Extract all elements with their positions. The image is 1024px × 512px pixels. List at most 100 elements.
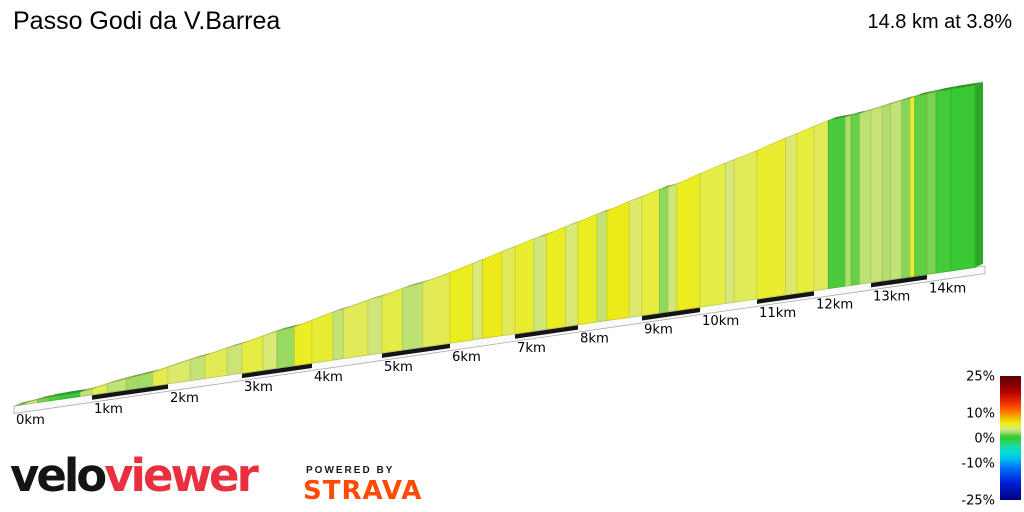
- profile-segment: [909, 95, 916, 278]
- profile-segment: [311, 311, 334, 364]
- profile-segment: [844, 115, 852, 287]
- profile-segment: [606, 200, 630, 321]
- profile-top-bevel: [914, 90, 935, 97]
- profile-segment: [733, 150, 758, 303]
- profile-end-cap: [975, 81, 983, 268]
- profile-segment: [796, 125, 815, 294]
- profile-top-bevel: [851, 110, 868, 116]
- x-tick-label: 5km: [384, 360, 413, 375]
- profile-top-bevel: [951, 81, 983, 90]
- profile-segment: [926, 91, 937, 275]
- legend-tick-label: 0%: [974, 432, 995, 447]
- legend-tick-label: 10%: [966, 407, 995, 422]
- x-tick-label: 0km: [16, 413, 45, 428]
- profile-segment: [813, 119, 829, 292]
- legend-tick-label: -25%: [961, 494, 995, 509]
- profile-segment: [449, 262, 474, 344]
- profile-segment: [870, 106, 883, 283]
- profile-top-bevel: [60, 388, 89, 396]
- profile-segment: [533, 234, 547, 332]
- profile-segment: [756, 137, 786, 300]
- x-tick-label: 13km: [873, 289, 910, 304]
- climb-summary: 14.8 km at 3.8%: [867, 11, 1012, 33]
- profile-segment: [482, 250, 503, 339]
- profile-segment: [628, 196, 643, 318]
- profile-segment: [91, 383, 108, 396]
- profile-segment: [676, 173, 701, 311]
- veloviewer-logo[interactable]: veloviewer: [10, 449, 259, 505]
- ruler-km-stripe: [382, 343, 450, 358]
- profile-top-bevel: [126, 368, 161, 379]
- x-tick-label: 9km: [644, 322, 673, 337]
- x-tick-label: 10km: [702, 314, 739, 329]
- x-tick-label: 12km: [816, 298, 853, 313]
- profile-segment: [596, 210, 608, 323]
- profile-top-bevel: [828, 113, 854, 121]
- profile-segment: [950, 84, 976, 272]
- profile-segment: [422, 272, 451, 348]
- profile-segment: [577, 213, 598, 326]
- profile-segment: [699, 162, 727, 308]
- profile-segment: [152, 366, 169, 387]
- profile-segment: [501, 246, 516, 337]
- profile-segment: [241, 335, 264, 374]
- profile-segment: [167, 359, 191, 385]
- profile-segment: [565, 221, 579, 327]
- x-tick-label: 6km: [452, 350, 481, 365]
- profile-top-bevel: [37, 393, 58, 400]
- ruler-km-stripe: [515, 325, 578, 339]
- ruler-km-stripe: [757, 291, 814, 304]
- profile-top-bevel: [277, 323, 303, 332]
- x-tick-label: 3km: [244, 380, 273, 395]
- profile-segment: [667, 183, 678, 313]
- profile-top-bevel: [901, 94, 919, 101]
- profile-segment: [935, 88, 952, 274]
- profile-segment: [881, 103, 891, 282]
- ruler-km-stripe: [92, 384, 168, 400]
- profile-segment: [659, 186, 669, 314]
- strava-logo[interactable]: STRAVA: [303, 476, 423, 506]
- brand-velo: velo: [10, 449, 107, 502]
- profile-segment: [472, 259, 483, 341]
- profile-segment: [890, 100, 903, 280]
- profile-segment: [367, 295, 383, 356]
- profile-segment: [276, 326, 295, 369]
- profile-top-bevel: [14, 399, 34, 406]
- profile-segment: [850, 113, 860, 286]
- profile-segment: [785, 133, 798, 296]
- profile-segment: [859, 109, 872, 285]
- profile-segment: [514, 238, 535, 335]
- ruler-km-stripe: [242, 363, 312, 379]
- page-title: Passo Godi da V.Barrea: [13, 7, 281, 35]
- profile-segment: [546, 226, 566, 330]
- brand-viewer: viewer: [104, 449, 259, 502]
- profile-segment: [189, 355, 206, 381]
- ruler-km-stripe: [871, 274, 927, 288]
- ruler-km-stripe: [642, 307, 700, 321]
- profile-top-bevel: [927, 88, 944, 94]
- profile-segment: [226, 343, 243, 376]
- profile-segment: [827, 116, 846, 289]
- profile-segment: [204, 347, 228, 379]
- profile-segment: [725, 159, 735, 304]
- x-tick-label: 1km: [94, 402, 123, 417]
- profile-segment: [332, 308, 344, 361]
- profile-top-bevel: [936, 85, 959, 92]
- legend-tick-label: -10%: [961, 456, 995, 471]
- x-tick-label: 4km: [314, 370, 343, 385]
- profile-segment: [641, 188, 660, 316]
- profile-segment: [914, 93, 928, 277]
- legend-tick-label: 25%: [966, 370, 995, 385]
- x-tick-label: 11km: [759, 306, 796, 321]
- profile-segment: [343, 299, 369, 359]
- profile-segment: [402, 282, 424, 351]
- x-tick-label: 8km: [580, 332, 609, 347]
- profile-top-bevel: [659, 183, 677, 190]
- x-tick-label: 2km: [170, 391, 199, 406]
- x-tick-label: 7km: [517, 341, 546, 356]
- profile-top-bevel: [49, 391, 69, 398]
- profile-segment: [901, 98, 911, 279]
- legend-colorbar: [1000, 376, 1021, 500]
- profile-segment: [294, 319, 313, 366]
- profile-segment: [262, 330, 278, 371]
